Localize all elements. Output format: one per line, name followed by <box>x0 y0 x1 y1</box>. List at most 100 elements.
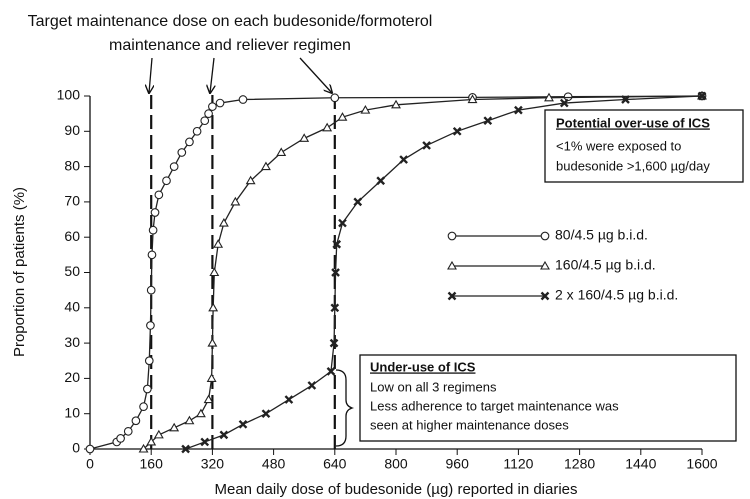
marker <box>422 141 431 150</box>
y-tick-label: 20 <box>64 369 80 385</box>
marker <box>331 268 340 277</box>
marker <box>131 416 141 426</box>
marker <box>563 92 573 102</box>
marker <box>261 409 271 419</box>
chart-title: maintenance and reliever regimen <box>109 37 351 54</box>
marker <box>219 430 229 440</box>
y-tick-label: 0 <box>72 440 80 456</box>
marker <box>181 444 190 454</box>
box-heading: Potential over-use of ICS <box>556 115 710 130</box>
marker <box>332 239 342 249</box>
x-tick-label: 320 <box>201 456 225 472</box>
marker <box>338 218 347 228</box>
box-text: seen at higher maintenance doses <box>370 417 569 432</box>
x-tick-label: 800 <box>384 456 408 472</box>
marker <box>185 137 194 147</box>
marker <box>192 126 202 136</box>
marker <box>146 321 155 330</box>
brace <box>335 369 355 447</box>
box-text: Less adherence to target maintenance was <box>370 398 619 413</box>
marker <box>153 429 164 439</box>
marker <box>139 402 148 411</box>
marker <box>284 395 294 404</box>
marker <box>238 419 248 429</box>
marker <box>215 98 225 108</box>
marker <box>208 302 219 312</box>
marker <box>218 217 229 227</box>
box-text: <1% were exposed to <box>556 138 681 153</box>
marker <box>147 250 157 260</box>
marker <box>544 92 554 102</box>
marker <box>238 95 248 104</box>
marker <box>322 122 333 132</box>
x-tick-label: 1280 <box>564 456 595 472</box>
marker <box>148 225 158 235</box>
arrow <box>299 57 332 93</box>
x-tick-label: 0 <box>86 456 94 472</box>
marker <box>391 99 401 109</box>
marker <box>353 197 363 207</box>
marker <box>452 126 462 136</box>
over-use-box <box>544 109 744 183</box>
marker <box>116 434 125 443</box>
marker <box>559 98 569 108</box>
marker <box>261 161 271 171</box>
marker <box>213 239 224 248</box>
under-use-box <box>359 354 737 442</box>
marker <box>307 381 317 390</box>
box-text: Low on all 3 regimens <box>370 379 497 394</box>
legend-label: 2 x 160/4.5 µg b.i.d. <box>555 287 678 303</box>
legend-marker <box>447 260 457 270</box>
legend-label: 80/4.5 µg b.i.d. <box>555 227 648 243</box>
marker <box>204 109 213 118</box>
marker <box>195 408 206 418</box>
marker <box>337 112 348 121</box>
y-tick-label: 70 <box>64 193 80 209</box>
x-tick-label: 1600 <box>686 456 717 472</box>
legend-marker <box>447 291 457 301</box>
x-tick-label: 1120 <box>503 456 533 472</box>
marker <box>245 175 256 185</box>
box-text: budesonide >1,600 µg/day <box>556 158 710 173</box>
marker <box>162 176 171 186</box>
legend-marker <box>540 260 550 270</box>
marker <box>621 95 630 104</box>
arrow <box>149 57 152 93</box>
marker <box>146 285 156 295</box>
y-axis-label: Proportion of patients (%) <box>11 187 28 357</box>
y-tick-label: 80 <box>64 157 80 173</box>
legend-marker <box>540 231 550 241</box>
arrow <box>210 57 214 93</box>
y-tick-label: 30 <box>64 334 80 350</box>
marker <box>514 105 523 115</box>
marker <box>209 267 220 277</box>
legend-marker <box>540 291 550 301</box>
marker <box>200 437 210 447</box>
marker <box>154 190 164 200</box>
marker <box>150 208 160 217</box>
marker <box>230 196 241 206</box>
y-tick-label: 10 <box>64 404 80 420</box>
marker <box>143 384 152 394</box>
legend-label: 160/4.5 µg b.i.d. <box>555 257 656 273</box>
marker <box>326 366 336 376</box>
y-tick-label: 100 <box>57 87 81 103</box>
marker <box>177 148 187 157</box>
box-heading: Under-use of ICS <box>370 359 476 374</box>
marker <box>184 415 195 425</box>
marker <box>483 116 493 126</box>
y-tick-label: 50 <box>64 263 80 279</box>
x-tick-label: 160 <box>140 456 164 472</box>
marker <box>697 91 707 101</box>
x-axis-label: Mean daily dose of budesonide (µg) repor… <box>214 481 577 498</box>
marker <box>144 356 154 366</box>
y-tick-label: 90 <box>64 122 80 138</box>
marker <box>123 427 133 436</box>
y-tick-label: 60 <box>64 228 80 244</box>
marker <box>208 102 217 111</box>
marker <box>169 422 180 432</box>
x-tick-label: 480 <box>262 456 286 472</box>
y-tick-label: 40 <box>64 299 80 315</box>
marker <box>169 162 179 171</box>
